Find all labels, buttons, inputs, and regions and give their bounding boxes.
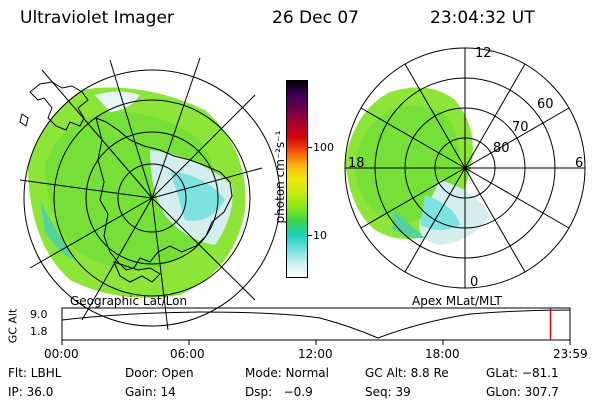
altitude-ytick-high: 9.0 [30, 308, 48, 321]
colorbar-tick-100 [307, 147, 312, 148]
status-glon: GLon: 307.7 [486, 385, 559, 399]
colorbar-label-100: 100 [313, 141, 334, 154]
status-gain: Gain: 14 [125, 385, 176, 399]
mlat-label-80: 80 [493, 141, 510, 156]
status-gc-alt: GC Alt: 8.8 Re [365, 366, 449, 380]
status-seq: Seq: 39 [365, 385, 411, 399]
status-mode: Mode: Normal [245, 366, 329, 380]
mlt-label-0: 0 [470, 275, 479, 290]
mlat-label-60: 60 [537, 97, 554, 112]
status-ip: IP: 36.0 [8, 385, 54, 399]
coastline [19, 81, 233, 283]
mlat-label-70: 70 [512, 120, 529, 135]
colorbar [286, 80, 308, 278]
status-filter: Flt: LBHL [8, 366, 62, 380]
colorbar-label-10: 10 [313, 229, 327, 242]
altitude-xticks [61, 340, 571, 345]
altitude-xtick-2359: 23:59 [553, 347, 588, 361]
mlt-label-12: 12 [475, 46, 492, 61]
status-dsp: Dsp: −0.9 [245, 385, 313, 399]
altitude-ytick-low: 1.8 [30, 325, 48, 338]
observation-date: 26 Dec 07 [272, 8, 359, 28]
observation-time: 23:04:32 UT [430, 8, 535, 28]
mlt-label-6: 6 [575, 156, 584, 171]
altitude-curve [61, 309, 571, 339]
altitude-xtick-0000: 00:00 [44, 347, 79, 361]
left-aurora-image [27, 87, 246, 298]
altitude-xtick-1800: 18:00 [425, 347, 460, 361]
geographic-grid [19, 57, 281, 331]
colorbar-tick-10 [307, 235, 312, 236]
right-map-caption: Apex MLat/MLT [412, 294, 502, 308]
altitude-xtick-1200: 12:00 [298, 347, 333, 361]
altitude-xtick-0600: 06:00 [170, 347, 205, 361]
status-door: Door: Open [125, 366, 194, 380]
app-title: Ultraviolet Imager [20, 8, 174, 28]
left-map-caption: Geographic Lat/Lon [70, 294, 188, 308]
apex-grid [344, 47, 586, 289]
status-glat: GLat: −81.1 [486, 366, 559, 380]
mlt-label-18: 18 [348, 156, 365, 171]
